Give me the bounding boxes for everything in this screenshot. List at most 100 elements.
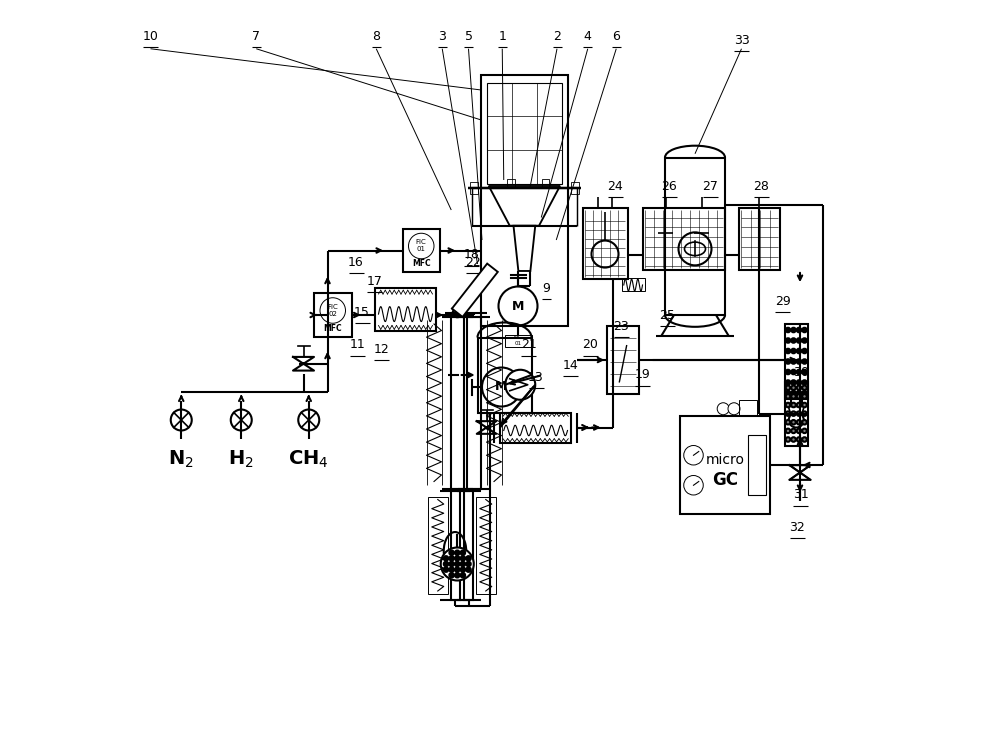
Circle shape	[791, 411, 796, 416]
Text: 13: 13	[528, 370, 544, 384]
Text: 8: 8	[372, 29, 380, 43]
Circle shape	[444, 567, 448, 572]
Bar	[607, 326, 639, 394]
Text: M: M	[512, 299, 524, 313]
Circle shape	[466, 556, 471, 561]
Text: FIC
01: FIC 01	[416, 239, 427, 253]
Circle shape	[786, 328, 790, 332]
Circle shape	[802, 338, 807, 343]
Bar	[428, 496, 448, 594]
Circle shape	[791, 391, 796, 395]
Circle shape	[791, 403, 796, 407]
Bar	[478, 338, 532, 412]
Circle shape	[728, 403, 740, 415]
Circle shape	[797, 380, 801, 385]
Circle shape	[455, 567, 460, 572]
Text: 6: 6	[612, 29, 620, 43]
Circle shape	[786, 359, 790, 364]
Bar	[680, 416, 770, 514]
Circle shape	[320, 298, 346, 323]
Circle shape	[461, 567, 465, 572]
Bar	[481, 75, 568, 326]
Circle shape	[498, 286, 538, 326]
Circle shape	[802, 428, 807, 433]
Text: M: M	[495, 380, 508, 394]
Circle shape	[455, 562, 460, 566]
Circle shape	[786, 394, 790, 399]
Text: 29: 29	[775, 295, 791, 308]
Bar	[738, 208, 780, 270]
Circle shape	[802, 420, 807, 424]
Bar	[464, 491, 473, 600]
Circle shape	[797, 411, 801, 416]
Bar	[738, 400, 757, 415]
Circle shape	[797, 394, 801, 399]
Circle shape	[482, 368, 521, 407]
Circle shape	[791, 380, 796, 385]
Bar	[314, 293, 352, 337]
Circle shape	[791, 359, 796, 364]
Circle shape	[449, 573, 454, 578]
Circle shape	[802, 359, 807, 364]
Circle shape	[802, 391, 807, 395]
Circle shape	[786, 420, 790, 424]
Circle shape	[409, 233, 434, 259]
Circle shape	[466, 562, 471, 566]
Text: 25: 25	[659, 308, 675, 322]
Text: 16: 16	[348, 256, 364, 269]
Bar	[571, 182, 579, 194]
Bar	[375, 288, 436, 332]
Bar	[542, 179, 549, 187]
Circle shape	[461, 556, 465, 561]
Polygon shape	[452, 263, 498, 317]
Circle shape	[786, 349, 790, 353]
Circle shape	[592, 241, 618, 268]
Circle shape	[684, 446, 703, 465]
Circle shape	[802, 394, 807, 399]
Circle shape	[461, 562, 465, 566]
Text: 9: 9	[543, 282, 550, 296]
Circle shape	[797, 428, 801, 433]
Bar	[785, 382, 808, 446]
Circle shape	[786, 428, 790, 433]
Circle shape	[791, 386, 796, 390]
Circle shape	[791, 428, 796, 433]
Circle shape	[449, 562, 454, 566]
Polygon shape	[788, 406, 804, 414]
Text: 17: 17	[367, 274, 383, 288]
Text: 28: 28	[753, 179, 769, 193]
Text: 21: 21	[521, 338, 536, 352]
Text: 5: 5	[464, 29, 473, 43]
Bar	[402, 229, 440, 272]
Bar	[487, 82, 562, 184]
Circle shape	[461, 550, 465, 555]
Text: 32: 32	[789, 520, 805, 534]
Circle shape	[786, 370, 790, 374]
Text: 11: 11	[350, 338, 365, 352]
Circle shape	[786, 386, 790, 390]
Text: MFC: MFC	[412, 260, 431, 268]
Bar	[507, 179, 515, 187]
Text: 1: 1	[498, 29, 506, 43]
Text: 15: 15	[354, 305, 370, 319]
Circle shape	[441, 548, 474, 580]
Circle shape	[171, 410, 192, 430]
Circle shape	[797, 437, 801, 442]
Circle shape	[802, 437, 807, 442]
Circle shape	[791, 394, 796, 399]
Circle shape	[717, 403, 729, 415]
Circle shape	[786, 380, 790, 385]
Text: 12: 12	[374, 343, 389, 356]
Bar	[582, 208, 628, 279]
Circle shape	[786, 391, 790, 395]
Circle shape	[797, 349, 801, 353]
Text: 24: 24	[608, 179, 623, 193]
Circle shape	[791, 437, 796, 442]
Text: MC
01: MC 01	[514, 335, 522, 346]
Circle shape	[684, 476, 703, 495]
Text: 10: 10	[143, 29, 158, 43]
Text: 14: 14	[563, 358, 578, 372]
Circle shape	[786, 437, 790, 442]
Text: 23: 23	[614, 320, 629, 333]
Circle shape	[453, 308, 462, 317]
